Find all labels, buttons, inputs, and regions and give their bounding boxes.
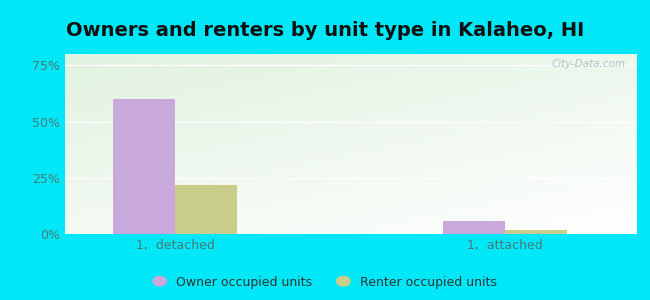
Bar [175, 184, 237, 234]
Bar [113, 99, 175, 234]
Bar [443, 220, 505, 234]
Text: Owners and renters by unit type in Kalaheo, HI: Owners and renters by unit type in Kalah… [66, 21, 584, 40]
Text: City-Data.com: City-Data.com [551, 59, 625, 69]
Legend: Owner occupied units, Renter occupied units: Owner occupied units, Renter occupied un… [148, 271, 502, 294]
Bar [505, 230, 567, 234]
